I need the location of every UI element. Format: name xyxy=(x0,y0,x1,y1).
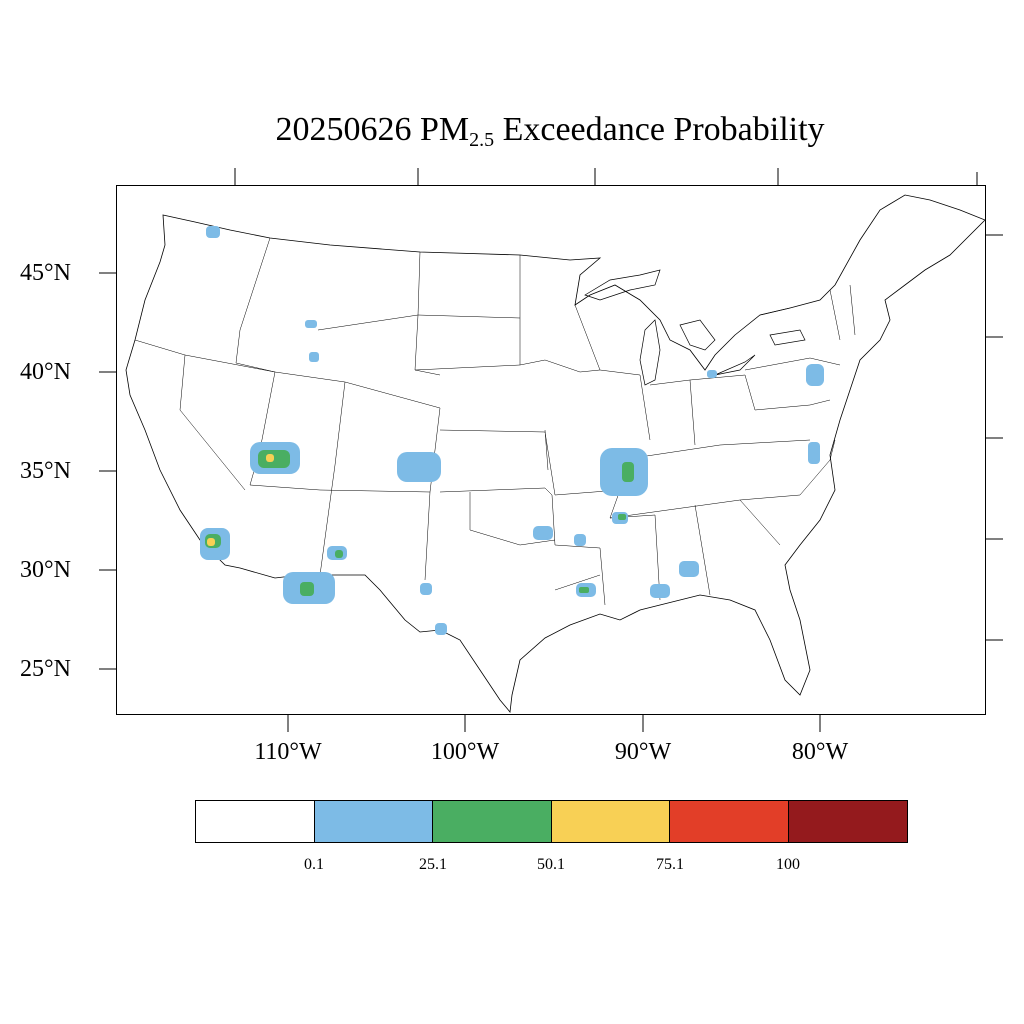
lat-label-35: 35°N xyxy=(20,458,71,484)
legend-box-5 xyxy=(788,801,907,842)
title-prefix: 20250626 PM xyxy=(275,111,470,148)
bottom-ticks xyxy=(287,715,821,732)
legend-box-1 xyxy=(314,801,433,842)
lon-label-80: 80°W xyxy=(791,739,849,765)
legend-label-4: 100 xyxy=(776,856,800,873)
legend-colorbar xyxy=(195,800,908,843)
legend-box-0 xyxy=(196,801,315,842)
lon-label-90: 90°W xyxy=(614,739,672,765)
map-frame xyxy=(116,185,986,715)
legend-box-4 xyxy=(670,801,789,842)
lat-label-25: 25°N xyxy=(20,656,71,682)
left-ticks xyxy=(99,272,116,670)
legend-label-3: 75.1 xyxy=(656,856,684,873)
top-ticks xyxy=(234,168,978,185)
lon-label-100: 100°W xyxy=(430,739,500,765)
prob-low-areas xyxy=(200,226,824,635)
great-lakes xyxy=(584,269,806,386)
prob-high-areas xyxy=(207,454,274,546)
title-suffix: Exceedance Probability xyxy=(494,111,825,148)
lon-label-110: 110°W xyxy=(254,739,322,765)
legend-box-3 xyxy=(551,801,670,842)
title-subscript: 2.5 xyxy=(469,129,495,151)
legend-label-2: 50.1 xyxy=(537,856,565,873)
legend-label-0: 0.1 xyxy=(304,856,324,873)
legend-box-2 xyxy=(433,801,552,842)
lat-label-40: 40°N xyxy=(20,359,71,385)
right-ticks xyxy=(986,234,1003,641)
lat-label-45: 45°N xyxy=(20,260,71,286)
map-title: 20250626 PM2.5 Exceedance Probability xyxy=(0,108,1024,152)
state-boundaries xyxy=(134,237,856,606)
lat-label-30: 30°N xyxy=(20,557,71,583)
legend-label-1: 25.1 xyxy=(419,856,447,873)
